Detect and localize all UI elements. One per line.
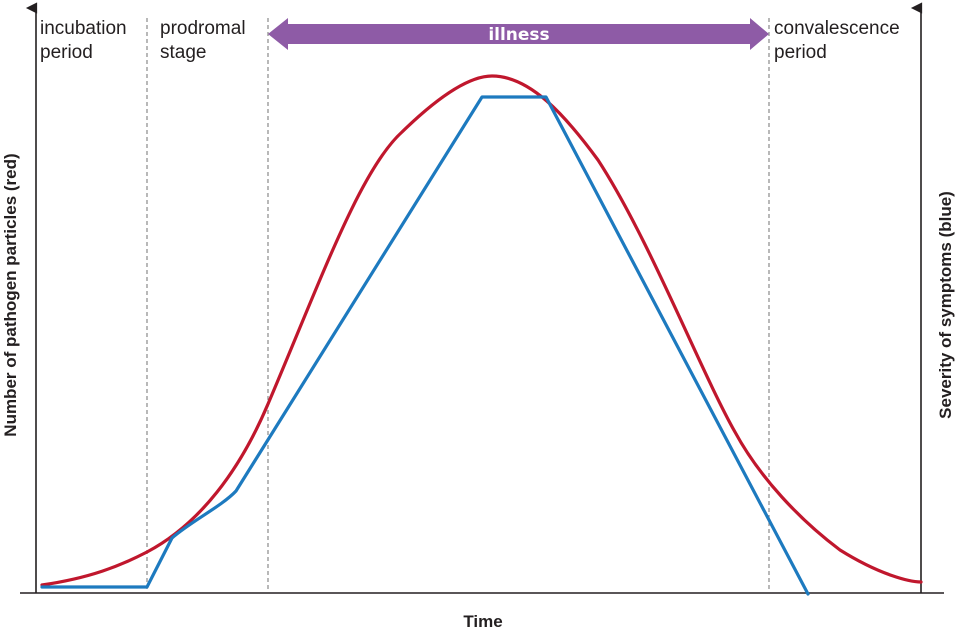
convalescence-label-line1: convalescence [774, 18, 900, 39]
symptom-severity-curve [40, 95, 810, 596]
illness-banner-arrow [268, 18, 769, 50]
incubation-label-line1: incubation [40, 18, 127, 39]
x-axis-title: Time [463, 612, 502, 628]
y-axis-right-title: Severity of symptoms (blue) [936, 191, 955, 419]
prodromal-label-line1: prodromal [160, 18, 246, 39]
prodromal-label-line2: stage [160, 42, 206, 63]
y-axis-left-title: Number of pathogen particles (red) [1, 153, 20, 436]
convalescence-label-line2: period [774, 42, 827, 63]
incubation-label-line2: period [40, 42, 93, 63]
pathogen-particles-curve [40, 74, 923, 587]
illness-banner-label: illness [488, 25, 549, 45]
